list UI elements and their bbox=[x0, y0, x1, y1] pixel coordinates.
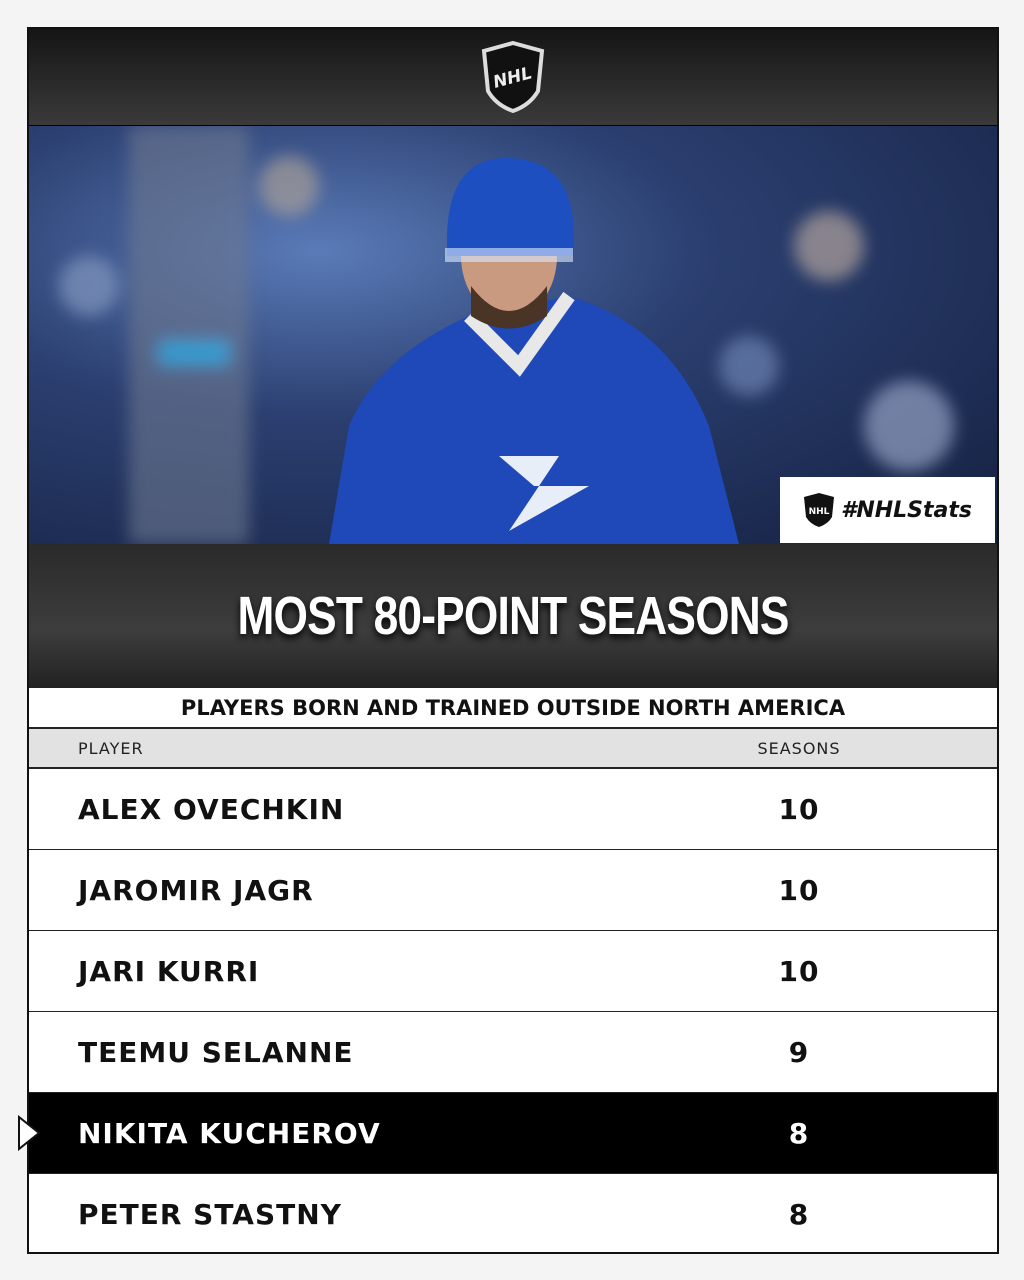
photo-art bbox=[59, 126, 954, 544]
seasons: 8 bbox=[788, 1197, 810, 1231]
player-name: PETER STASTNY bbox=[78, 1197, 342, 1231]
table-row: NIKITA KUCHEROV 8 bbox=[29, 1093, 997, 1174]
seasons: 10 bbox=[778, 873, 820, 907]
column-header: PLAYER SEASONS bbox=[29, 729, 997, 769]
hashtag: #NHLStats bbox=[841, 497, 972, 523]
player-name: TEEMU SELANNE bbox=[78, 1035, 354, 1069]
table-row: PETER STASTNY 8 bbox=[29, 1174, 997, 1252]
seasons: 10 bbox=[778, 792, 820, 826]
hashtag-box: NHL #NHLStats bbox=[780, 477, 995, 543]
table-row: ALEX OVECHKIN 10 bbox=[29, 769, 997, 850]
header: NHL bbox=[29, 29, 997, 126]
player-name: NIKITA KUCHEROV bbox=[78, 1116, 381, 1150]
subtitle: PLAYERS BORN AND TRAINED OUTSIDE NORTH A… bbox=[29, 688, 997, 729]
table-row: JARI KURRI 10 bbox=[29, 931, 997, 1012]
small-logo-text: NHL bbox=[809, 507, 830, 517]
player-name: JAROMIR JAGR bbox=[78, 873, 314, 907]
table-row: JAROMIR JAGR 10 bbox=[29, 850, 997, 931]
title: MOST 80-POINT SEASONS bbox=[237, 586, 789, 646]
column-label: PLAYER bbox=[78, 738, 144, 758]
table-body: ALEX OVECHKIN 10 JAROMIR JAGR 10 JARI KURRI 1… bbox=[29, 769, 997, 1252]
table-row: TEEMU SELANNE 9 bbox=[29, 1012, 997, 1093]
player-name: ALEX OVECHKIN bbox=[78, 792, 345, 826]
highlight-arrow bbox=[18, 1115, 41, 1151]
seasons: 10 bbox=[778, 954, 820, 988]
seasons: 9 bbox=[788, 1035, 810, 1069]
nhl-logo: NHL bbox=[481, 41, 545, 113]
graphic: NHL NHL #NHLStats bbox=[27, 27, 999, 1254]
seasons: 8 bbox=[788, 1116, 810, 1150]
title-band: MOST 80-POINT SEASONS bbox=[29, 544, 997, 688]
player-name: JARI KURRI bbox=[78, 954, 260, 988]
small-logo: NHL bbox=[804, 493, 835, 527]
column-label: SEASONS bbox=[757, 738, 841, 758]
player-photo: NHL #NHLStats bbox=[29, 126, 997, 544]
